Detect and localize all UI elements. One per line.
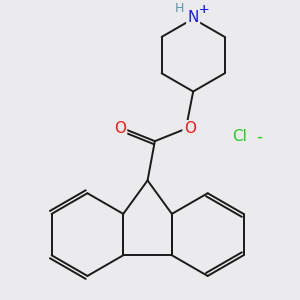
Text: +: +: [199, 4, 209, 16]
Text: O: O: [114, 121, 126, 136]
Text: H: H: [175, 2, 184, 14]
Text: N: N: [188, 10, 199, 25]
Text: N: N: [188, 10, 199, 25]
Text: H: H: [175, 2, 184, 14]
Text: -: -: [256, 128, 262, 146]
Text: +: +: [199, 4, 209, 16]
Text: Cl: Cl: [232, 129, 247, 144]
Text: O: O: [114, 121, 126, 136]
Text: O: O: [184, 121, 196, 136]
Text: O: O: [184, 121, 196, 136]
